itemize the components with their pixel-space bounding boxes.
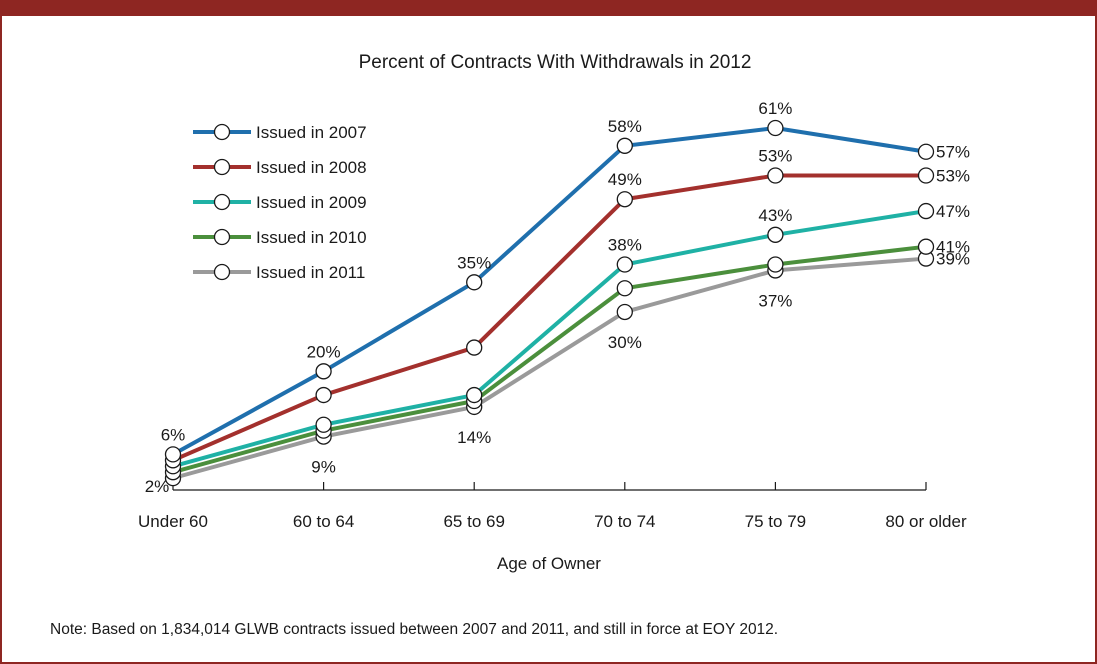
data-label: 49% xyxy=(608,170,642,189)
x-tick-label: 75 to 79 xyxy=(745,512,806,531)
data-point xyxy=(616,280,633,297)
data-label: 57% xyxy=(936,143,970,162)
data-label: 2% xyxy=(145,477,170,496)
x-tick-label: 60 to 64 xyxy=(293,512,354,531)
legend-label: Issued in 2008 xyxy=(256,158,367,177)
series-points xyxy=(164,119,935,487)
data-label: 47% xyxy=(936,202,970,221)
series-line xyxy=(172,173,926,463)
legend-marker xyxy=(213,158,231,176)
data-point xyxy=(466,386,483,404)
x-tick-label: 70 to 74 xyxy=(594,512,655,531)
legend-label: Issued in 2009 xyxy=(256,193,367,212)
x-axis: Under 60 60 to 64 65 to 69 70 to 74 75 to 79… xyxy=(138,482,967,531)
data-label: 6% xyxy=(161,425,186,444)
data-labels: 6% 2% 20% 9% 35% 14% 58% 49% 38% 30% 61% 53% 43% 37% 5… xyxy=(145,99,970,496)
data-label: 61% xyxy=(758,99,792,118)
x-tick-label: 80 or older xyxy=(885,512,967,531)
legend-label: Issued in 2010 xyxy=(256,228,367,247)
data-point xyxy=(767,167,784,184)
legend-marker xyxy=(213,263,231,281)
legend-marker xyxy=(213,123,231,141)
data-point xyxy=(616,191,633,208)
data-label: 20% xyxy=(307,342,341,361)
data-label: 9% xyxy=(311,458,336,477)
data-label: 38% xyxy=(608,235,642,254)
series-lines xyxy=(172,126,927,481)
series-line xyxy=(172,126,927,457)
data-label: 14% xyxy=(457,428,491,447)
chart-title: Percent of Contracts With Withdrawals in… xyxy=(359,52,752,73)
data-point xyxy=(917,143,935,160)
series-line xyxy=(172,244,927,475)
data-label: 53% xyxy=(936,166,970,185)
data-point xyxy=(917,238,935,255)
data-label: 35% xyxy=(457,253,491,272)
x-tick-label: Under 60 xyxy=(138,512,208,531)
data-point xyxy=(917,167,935,184)
data-point xyxy=(315,363,332,380)
data-point xyxy=(315,386,332,404)
header-bar xyxy=(0,0,1097,16)
data-point xyxy=(466,274,483,291)
legend: Issued in 2007 Issued in 2008 Issued in 20… xyxy=(193,123,367,282)
data-point xyxy=(616,137,633,154)
data-point xyxy=(616,303,633,321)
x-axis-title: Age of Owner xyxy=(497,554,601,573)
data-point xyxy=(616,256,633,273)
data-point xyxy=(767,226,784,243)
data-label: 53% xyxy=(758,146,792,165)
data-point xyxy=(917,202,935,220)
data-label: 58% xyxy=(608,117,642,136)
data-point xyxy=(164,446,182,463)
data-point xyxy=(466,339,483,356)
data-point xyxy=(315,416,332,433)
series-line xyxy=(172,209,927,469)
data-label: 30% xyxy=(608,333,642,352)
legend-label: Issued in 2011 xyxy=(256,263,365,282)
x-tick-label: 65 to 69 xyxy=(443,512,504,531)
series-line xyxy=(172,256,927,481)
data-label: 39% xyxy=(936,250,970,269)
footnote: Note: Based on 1,834,014 GLWB contracts … xyxy=(50,621,779,638)
data-label: 37% xyxy=(758,291,792,310)
legend-label: Issued in 2007 xyxy=(256,123,367,142)
data-label: 41% xyxy=(936,238,970,257)
data-label: 43% xyxy=(758,206,792,225)
data-point xyxy=(767,119,784,137)
legend-marker xyxy=(213,228,231,246)
legend-marker xyxy=(213,193,231,211)
data-point xyxy=(767,256,784,273)
